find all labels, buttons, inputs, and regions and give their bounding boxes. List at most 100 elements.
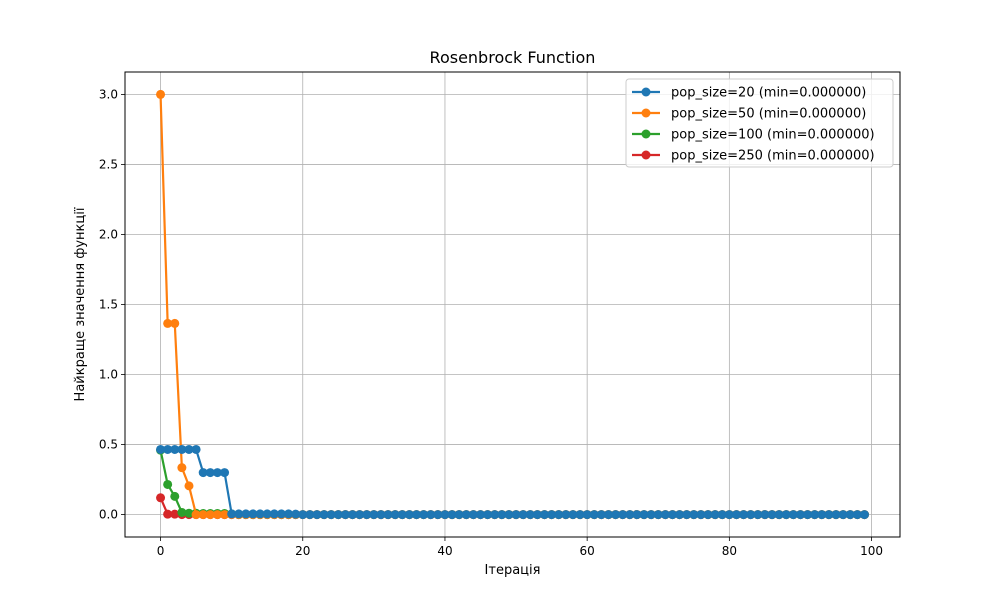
data-point (653, 510, 663, 520)
data-point (589, 510, 599, 520)
data-point (163, 509, 173, 519)
data-point (340, 510, 350, 520)
data-point (255, 509, 265, 519)
data-point (383, 510, 393, 520)
legend-box (625, 78, 894, 168)
data-point (241, 509, 251, 519)
data-point (788, 510, 798, 520)
data-point (333, 510, 343, 520)
legend-items: pop_size=20 (min=0.000000) pop_size=50 (m… (632, 86, 875, 164)
series-0 (156, 444, 869, 520)
data-point (298, 510, 308, 520)
x-tick-label: 100 (860, 544, 883, 558)
data-point (269, 509, 279, 519)
data-point (198, 510, 208, 520)
data-point (618, 510, 628, 520)
data-point (156, 493, 166, 503)
data-point (212, 510, 222, 520)
data-point (831, 510, 841, 520)
legend-label: pop_size=20 (min=0.000000) (671, 86, 866, 101)
data-point (817, 510, 827, 520)
data-point (625, 510, 635, 520)
data-point (810, 510, 820, 520)
data-point (426, 510, 436, 520)
data-point (170, 491, 180, 501)
legend-marker (641, 108, 651, 118)
x-tick-label: 40 (437, 544, 452, 558)
data-point (355, 510, 365, 520)
data-point (667, 510, 677, 520)
x-tick-label: 80 (722, 544, 737, 558)
data-point (220, 468, 230, 478)
data-point (696, 510, 706, 520)
data-point (731, 510, 741, 520)
data-point (291, 509, 301, 519)
data-point (177, 507, 187, 517)
data-point (703, 510, 713, 520)
data-point (468, 510, 478, 520)
data-point (184, 444, 194, 454)
y-tick-label: 0.5 (99, 438, 118, 452)
legend-marker (641, 150, 651, 160)
data-point (646, 510, 656, 520)
data-point (362, 510, 372, 520)
data-point (163, 318, 173, 328)
data-point (369, 510, 379, 520)
data-point (568, 510, 578, 520)
data-point (163, 479, 173, 489)
data-point (511, 510, 521, 520)
data-point (852, 510, 862, 520)
data-point (753, 510, 763, 520)
data-point (184, 481, 194, 491)
x-tick-label: 0 (157, 544, 165, 558)
data-point (326, 510, 336, 520)
data-point (547, 510, 557, 520)
data-point (397, 510, 407, 520)
data-point (447, 510, 457, 520)
data-point (205, 468, 215, 478)
data-point (440, 510, 450, 520)
data-point (163, 444, 173, 454)
data-point (276, 509, 286, 519)
data-point (682, 510, 692, 520)
data-point (532, 510, 542, 520)
data-point (845, 510, 855, 520)
series-layer (156, 89, 869, 520)
data-point (170, 318, 180, 328)
data-point (724, 510, 734, 520)
data-point (611, 510, 621, 520)
data-point (717, 510, 727, 520)
data-point (305, 510, 315, 520)
data-point (746, 510, 756, 520)
data-point (433, 510, 443, 520)
x-axis-label: Ітерація (485, 563, 541, 578)
data-point (212, 468, 222, 478)
data-point (454, 510, 464, 520)
data-point (184, 508, 194, 518)
data-point (859, 510, 869, 520)
y-tick-label: 1.0 (99, 368, 118, 382)
data-point (739, 510, 749, 520)
data-point (156, 89, 166, 99)
data-point (781, 510, 791, 520)
data-point (774, 510, 784, 520)
chart-title: Rosenbrock Function (430, 48, 596, 67)
legend-marker (641, 129, 651, 139)
data-point (205, 510, 215, 520)
data-point (689, 510, 699, 520)
y-tick-label: 0.0 (99, 508, 118, 522)
data-point (198, 468, 208, 478)
data-point (582, 510, 592, 520)
legend-label: pop_size=50 (min=0.000000) (671, 107, 866, 122)
data-point (838, 510, 848, 520)
data-point (461, 510, 471, 520)
data-point (191, 510, 201, 520)
legend-label: pop_size=100 (min=0.000000) (671, 128, 875, 143)
data-point (312, 510, 322, 520)
data-point (561, 510, 571, 520)
data-point (262, 509, 272, 519)
series-line (160, 448, 865, 516)
data-point (376, 510, 386, 520)
data-point (319, 510, 329, 520)
legend-item: pop_size=50 (min=0.000000) (632, 107, 866, 122)
